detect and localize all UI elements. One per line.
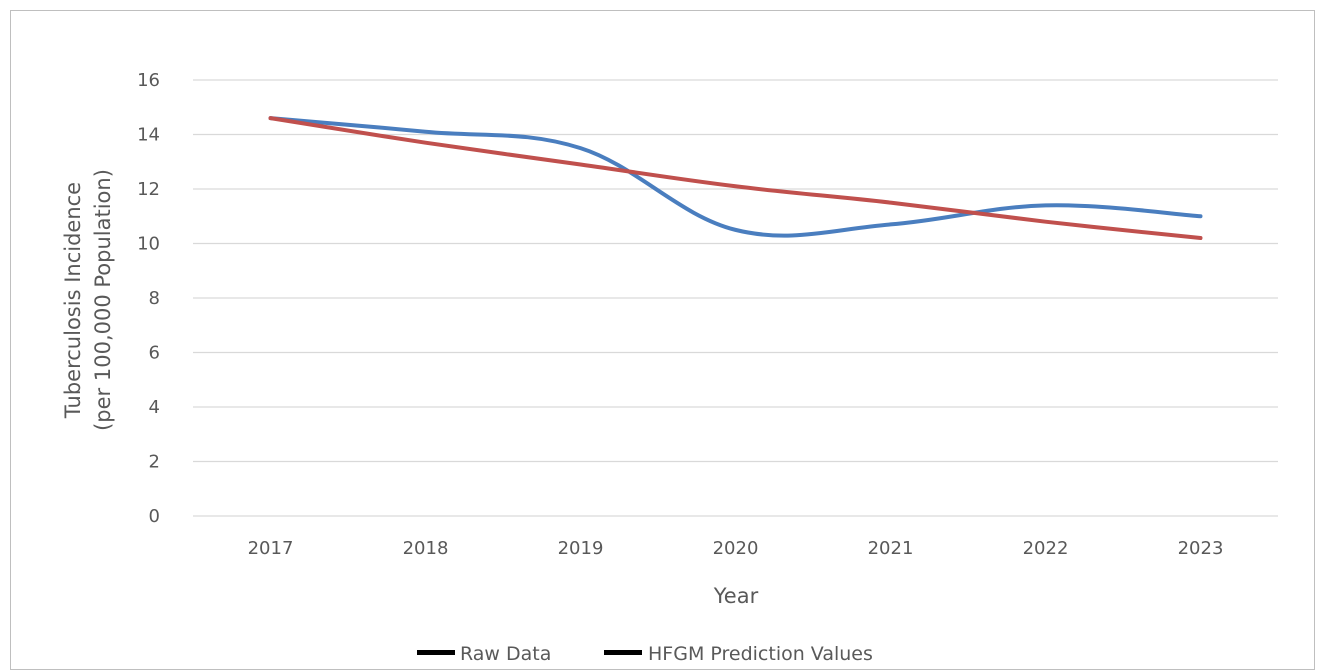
legend-label: Raw Data: [460, 643, 551, 663]
legend-item-hfgm-prediction[interactable]: HFGM Prediction Values: [604, 643, 873, 663]
y-tick-label: 2: [149, 452, 160, 473]
y-tick-label: 10: [137, 234, 160, 255]
x-tick-label: 2021: [868, 538, 914, 559]
x-tick-label: 2023: [1178, 538, 1224, 559]
legend: Raw Data HFGM Prediction Values: [417, 643, 873, 663]
gridlines: [193, 79, 1278, 517]
x-tick-label: 2017: [248, 538, 294, 559]
y-tick-label: 16: [137, 70, 160, 91]
legend-label: HFGM Prediction Values: [648, 643, 873, 663]
x-tick-label: 2020: [713, 538, 759, 559]
series-lines: [268, 116, 1203, 241]
x-tick-label: 2019: [558, 538, 604, 559]
x-axis-ticks: 2017 2018 2019 2020 2021 2022 2023: [248, 538, 1224, 559]
y-axis-title-units: (per 100,000 Population): [91, 169, 115, 431]
chart-frame: [10, 10, 1315, 670]
legend-swatch: [417, 650, 455, 655]
y-axis-ticks: 0 2 4 6 8 10 12 14 16: [137, 70, 160, 527]
y-tick-label: 12: [137, 179, 160, 200]
legend-swatch: [604, 650, 642, 655]
x-axis-title: Year: [713, 584, 759, 608]
y-tick-label: 14: [137, 125, 160, 146]
series-line-hfgm-prediction[interactable]: [268, 116, 1203, 241]
y-tick-label: 0: [149, 506, 160, 527]
y-tick-label: 8: [149, 288, 160, 309]
x-tick-label: 2022: [1023, 538, 1069, 559]
y-tick-label: 4: [149, 397, 160, 418]
y-tick-label: 6: [149, 343, 160, 364]
x-tick-label: 2018: [403, 538, 449, 559]
legend-item-raw-data[interactable]: Raw Data: [417, 643, 551, 663]
series-line-raw-data[interactable]: [268, 116, 1203, 238]
y-axis-title: Tuberculosis Incidence: [61, 182, 85, 419]
